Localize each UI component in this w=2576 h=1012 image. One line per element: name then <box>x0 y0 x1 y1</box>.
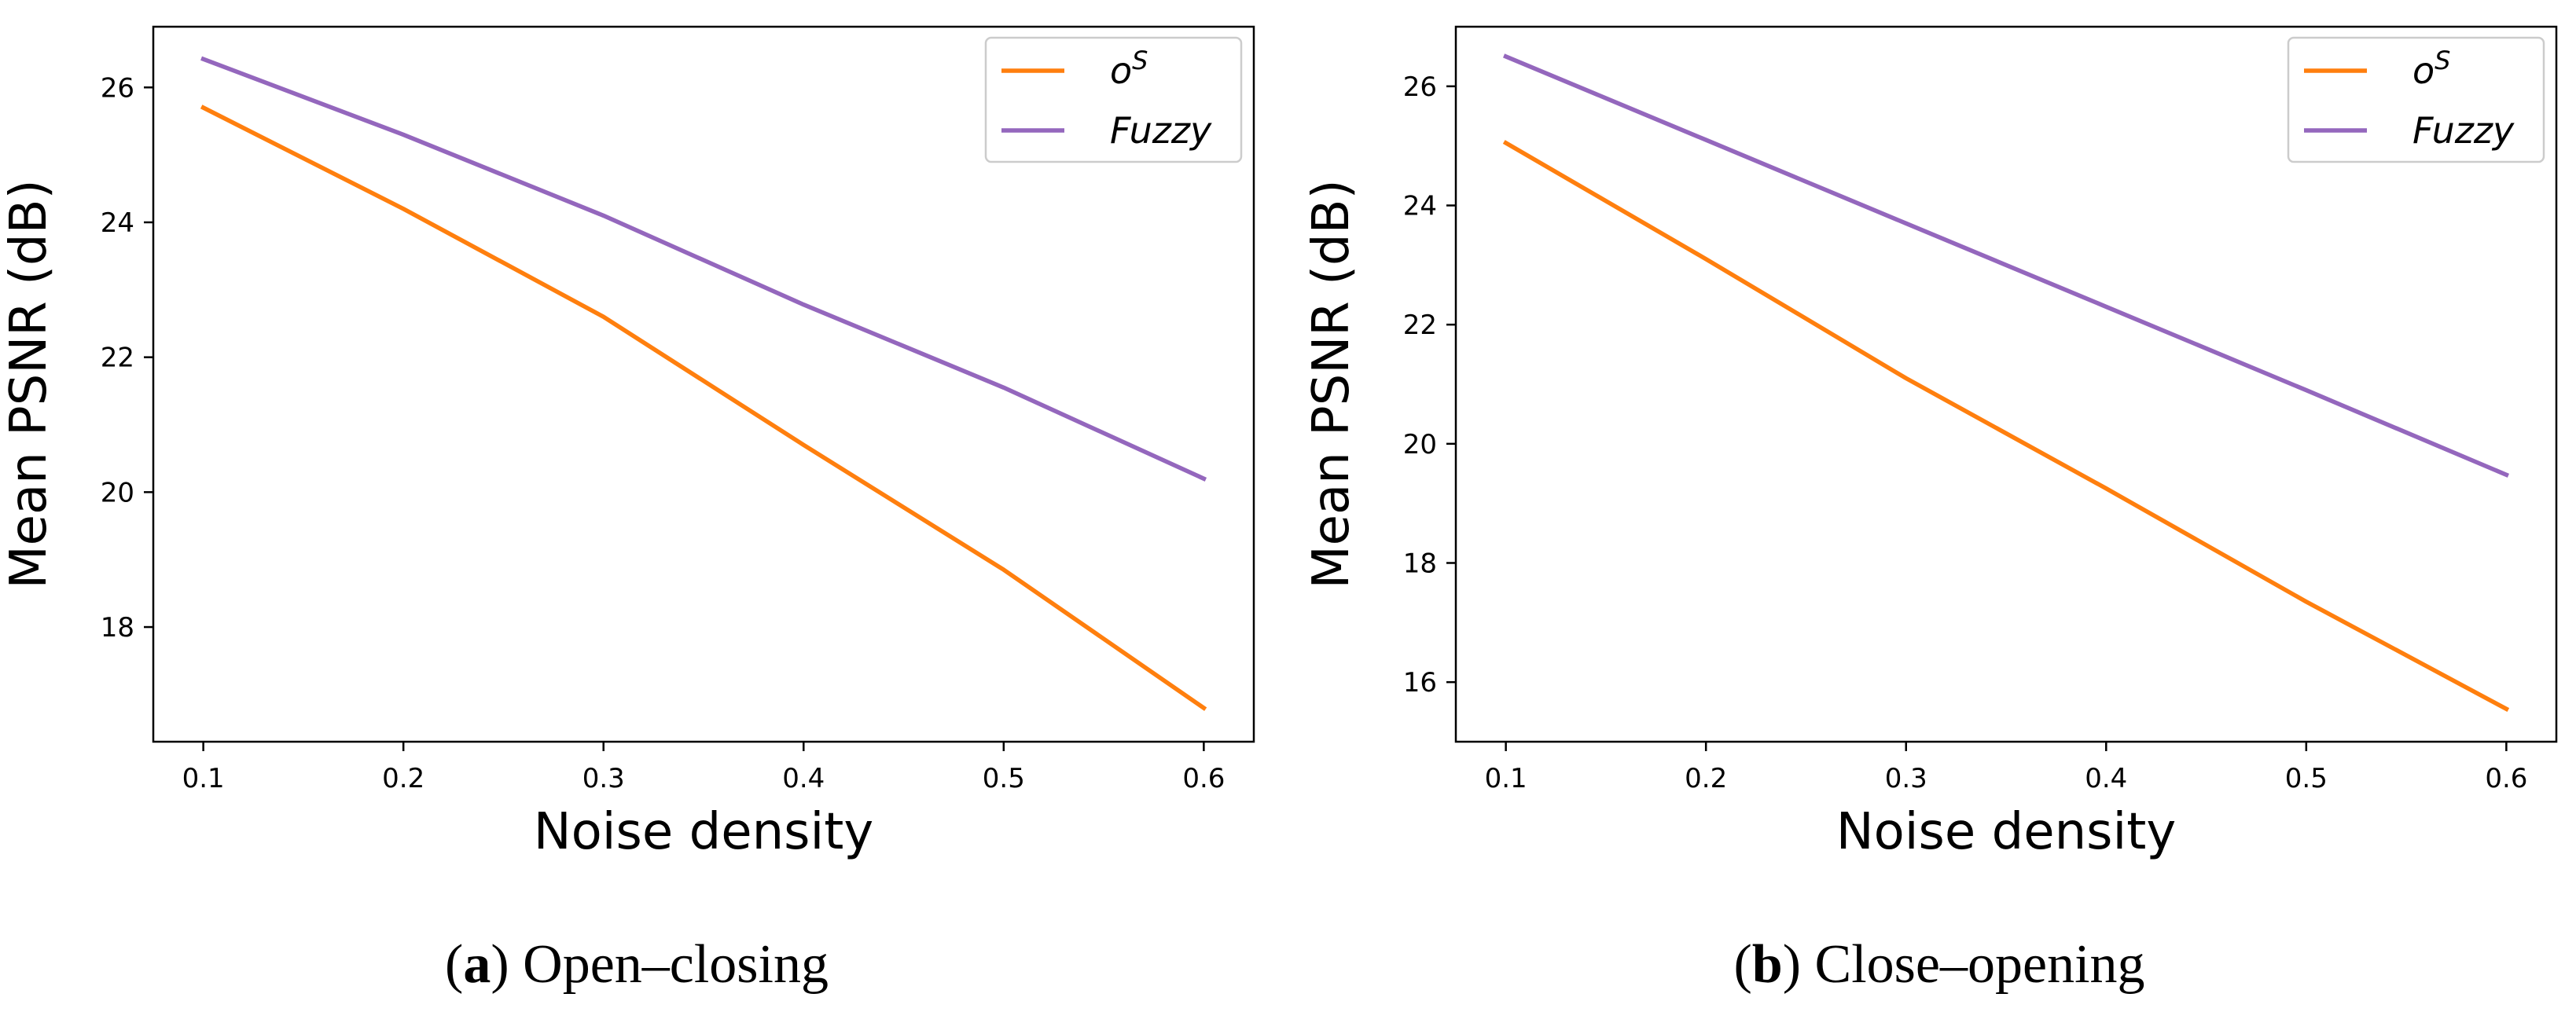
x-tick-label: 0.2 <box>382 763 424 794</box>
x-tick-label: 0.1 <box>182 763 225 794</box>
legend-label-fuzzy: Fuzzy <box>1110 109 1212 152</box>
x-tick-label: 0.4 <box>2085 763 2127 794</box>
plot-frame <box>1454 25 2558 743</box>
y-tick-label: 24 <box>101 207 134 239</box>
x-axis-label: Noise density <box>534 803 874 861</box>
legend-label-fuzzy: Fuzzy <box>2412 109 2515 152</box>
x-tick-label: 0.6 <box>1182 763 1225 794</box>
y-tick-label: 26 <box>1403 72 1437 103</box>
y-tick-label: 24 <box>1403 191 1437 222</box>
y-tick-label: 18 <box>101 612 134 644</box>
y-axis-label: Mean PSNR (dB) <box>0 179 58 588</box>
x-tick-label: 0.6 <box>2485 763 2527 794</box>
y-axis-label: Mean PSNR (dB) <box>1303 179 1361 588</box>
y-tick-label: 22 <box>1403 310 1437 341</box>
x-tick-label: 0.1 <box>1485 763 1527 794</box>
x-tick-label: 0.3 <box>1885 763 1927 794</box>
y-tick-label: 20 <box>1403 429 1437 460</box>
x-tick-label: 0.5 <box>2285 763 2328 794</box>
plot-frame <box>152 25 1255 743</box>
legend: oS Fuzzy <box>2287 36 2545 163</box>
y-tick-label: 26 <box>101 72 134 104</box>
chart-panel-a: 0.1 0.2 0.3 0.4 0.5 0.6 18 20 22 24 26 Noise densit… <box>0 25 1255 995</box>
y-tick-label: 20 <box>101 477 134 508</box>
series-line-o <box>1502 140 2510 713</box>
series-line-fuzzy <box>1503 53 2510 478</box>
x-tick-label: 0.4 <box>782 763 825 794</box>
y-tick-label: 22 <box>101 343 134 374</box>
series-line-fuzzy <box>200 56 1207 482</box>
x-tick-label: 0.2 <box>1685 763 1727 794</box>
y-tick-label: 16 <box>1403 667 1437 698</box>
x-axis-label: Noise density <box>1836 803 2177 861</box>
y-tick-label: 18 <box>1403 548 1437 580</box>
x-tick-label: 0.5 <box>983 763 1025 794</box>
x-tick-label: 0.3 <box>582 763 625 794</box>
caption: (b) Close–opening <box>1733 934 2144 995</box>
caption: (a) Open–closing <box>445 934 829 995</box>
chart-panel-b: 0.1 0.2 0.3 0.4 0.5 0.6 16 18 20 22 24 26 Noise dens… <box>1303 25 2558 995</box>
legend-label-o: oS <box>2412 46 2450 92</box>
series-line-o <box>200 104 1207 711</box>
